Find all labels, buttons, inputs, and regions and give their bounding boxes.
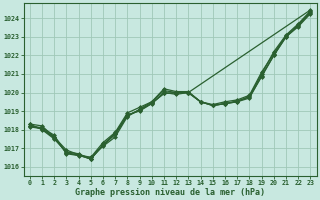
X-axis label: Graphe pression niveau de la mer (hPa): Graphe pression niveau de la mer (hPa) <box>75 188 265 197</box>
